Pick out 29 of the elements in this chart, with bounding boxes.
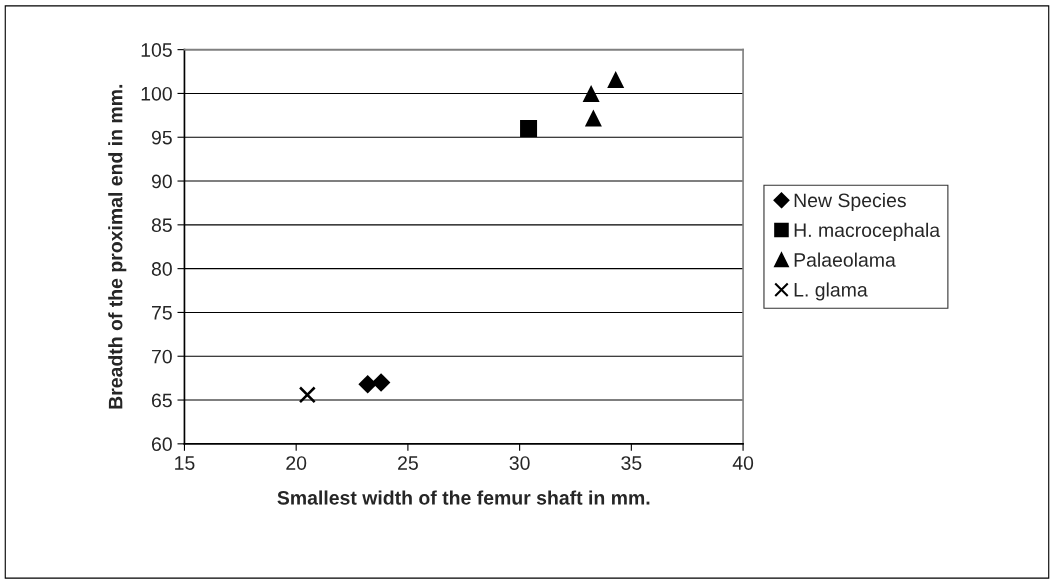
- y-tick-label: 105: [141, 43, 172, 57]
- y-tick-label: 65: [152, 393, 172, 408]
- x-tick-label: 30: [509, 456, 530, 470]
- point: [607, 70, 625, 88]
- y-tick-label: 85: [151, 218, 172, 233]
- point: [298, 386, 316, 404]
- legend-label: Palaeolama: [794, 252, 896, 267]
- x-tick-label: 20: [286, 456, 307, 470]
- x-tick-label: 35: [621, 456, 642, 470]
- point: [371, 373, 391, 392]
- legend-label: H. macrocephala: [794, 222, 941, 241]
- y-axis-title: Breadth of the proximal end in mm.: [108, 84, 127, 409]
- y-tick-label: 70: [152, 349, 172, 364]
- x-tick-label: 40: [732, 456, 754, 470]
- x-tick-label: 15: [175, 456, 195, 470]
- point: [584, 109, 602, 127]
- y-tick-label: 75: [152, 306, 172, 320]
- point: [358, 374, 377, 394]
- y-tick-label: 60: [152, 437, 172, 452]
- y-tick-label: 95: [151, 130, 172, 145]
- x-axis-title: Smallest width of the femur shaft in mm.: [277, 490, 650, 505]
- y-tick-label: 100: [141, 86, 172, 101]
- x-tick-label: 25: [398, 456, 418, 470]
- legend-label: L. glama: [794, 282, 868, 301]
- y-tick-label: 80: [151, 262, 172, 276]
- point: [520, 119, 538, 137]
- point: [582, 84, 600, 102]
- y-tick-label: 90: [151, 174, 172, 189]
- legend-label: New Species: [794, 192, 906, 212]
